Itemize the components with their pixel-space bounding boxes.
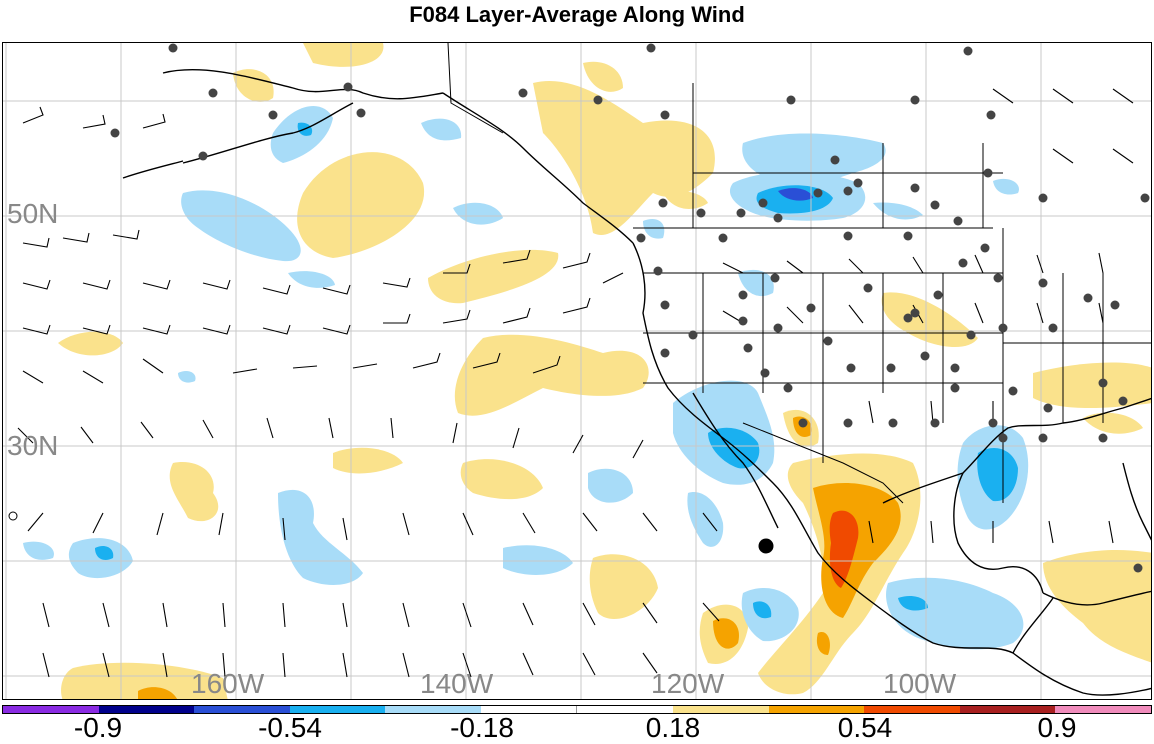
- lon-label-100w: 100W: [883, 668, 957, 699]
- colorbar: [2, 705, 1152, 714]
- negative-anomaly-area: [588, 468, 633, 503]
- positive-anomaly-area: [428, 249, 559, 304]
- negative-anomaly-area: [23, 541, 54, 560]
- negative-anomaly-area: [778, 188, 813, 201]
- positive-anomaly-area: [169, 462, 219, 522]
- lon-label-160w: 160W: [191, 668, 265, 699]
- colorbar-label: -0.54: [258, 712, 322, 743]
- positive-anomaly-area: [454, 334, 649, 416]
- negative-anomaly-area: [886, 577, 1024, 650]
- colorbar-label: 0.9: [1037, 712, 1077, 743]
- colorbar-segment: [959, 706, 1056, 713]
- positive-anomaly-area: [138, 687, 177, 699]
- negative-anomaly-area: [95, 546, 114, 560]
- station-markers: [110, 43, 1150, 573]
- negative-anomaly-area: [687, 492, 724, 547]
- station-marker-open: [8, 511, 18, 521]
- map-panel: 50N 30N 160W 140W 120W 100W: [2, 42, 1152, 700]
- negative-anomaly-area: [181, 190, 301, 262]
- positive-anomaly-area: [816, 632, 830, 655]
- colorbar-label: 0.54: [837, 712, 893, 743]
- positive-anomaly-area: [881, 292, 978, 348]
- negative-anomaly-area: [421, 118, 462, 141]
- anomaly-shading: [23, 43, 1151, 699]
- positive-anomaly-area: [303, 43, 384, 67]
- negative-anomaly-area: [993, 178, 1019, 195]
- negative-anomaly-area: [977, 448, 1018, 502]
- lon-label-120w: 120W: [651, 668, 725, 699]
- coastlines: [122, 69, 1151, 696]
- wind-barbs: [17, 88, 1134, 678]
- positive-anomaly-area: [460, 459, 543, 500]
- colorbar-segment: [577, 706, 674, 713]
- negative-anomaly-area: [503, 545, 573, 575]
- colorbar-segment: [673, 706, 769, 713]
- colorbar-segment: [1055, 706, 1151, 713]
- positive-anomaly-area: [663, 191, 708, 209]
- positive-anomaly-area: [58, 331, 123, 356]
- negative-anomaly-area: [738, 269, 774, 297]
- lon-label-140w: 140W: [420, 668, 494, 699]
- colorbar-label: -0.18: [450, 712, 514, 743]
- positive-anomaly-area: [589, 554, 658, 619]
- positive-anomaly-area: [61, 662, 228, 699]
- colorbar-segment: [194, 706, 290, 713]
- colorbar-segment: [98, 706, 195, 713]
- negative-anomaly-area: [873, 202, 923, 220]
- positive-anomaly-area: [533, 81, 715, 235]
- positive-anomaly-area: [333, 447, 403, 474]
- colorbar-segment: [864, 706, 960, 713]
- positive-anomaly-area: [829, 510, 859, 588]
- lat-label-50n: 50N: [7, 198, 59, 229]
- colorbar-label: 0.18: [645, 712, 701, 743]
- negative-anomaly-area: [278, 489, 363, 585]
- positive-anomaly-area: [1033, 362, 1151, 408]
- negative-anomaly-area: [643, 218, 665, 239]
- positive-anomaly-area: [713, 618, 739, 649]
- colorbar-segment: [385, 706, 481, 713]
- colorbar-segment: [768, 706, 865, 713]
- negative-anomaly-area: [288, 271, 335, 288]
- negative-anomaly-area: [178, 370, 196, 383]
- positive-anomaly-area: [1043, 550, 1151, 663]
- graticule: [3, 43, 1151, 699]
- colorbar-segment: [480, 706, 578, 713]
- colorbar-segment: [3, 706, 99, 713]
- political-boundaries: [447, 43, 1151, 504]
- map-title: F084 Layer-Average Along Wind: [409, 2, 745, 27]
- negative-anomaly-area: [753, 601, 772, 619]
- lat-label-30n: 30N: [7, 430, 59, 461]
- positive-anomaly-area: [233, 69, 274, 102]
- map-canvas: [3, 43, 1151, 699]
- positive-anomaly-area: [297, 152, 425, 258]
- positive-anomaly-area: [583, 61, 623, 92]
- negative-anomaly-area: [453, 202, 503, 225]
- positive-anomaly-area: [1083, 412, 1143, 434]
- colorbar-label: -0.9: [73, 712, 123, 743]
- focus-point-marker: [758, 538, 774, 554]
- colorbar-segment: [289, 706, 386, 713]
- negative-anomaly-area: [898, 596, 928, 611]
